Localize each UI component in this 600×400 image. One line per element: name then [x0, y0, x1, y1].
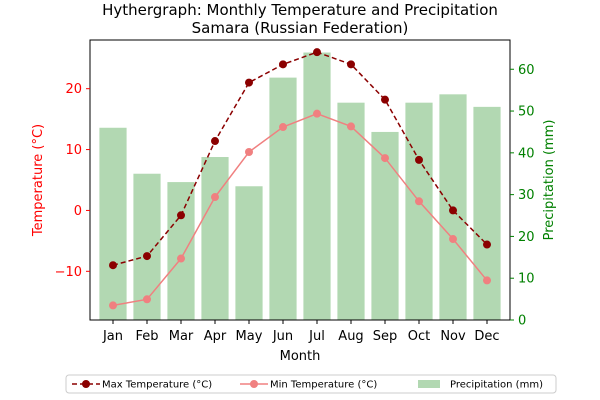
max-temp-point [177, 211, 185, 220]
x-tick-label: Dec [474, 329, 499, 344]
max-temp-point [347, 60, 355, 69]
precipitation-bar [99, 127, 127, 320]
precipitation-bar [167, 182, 195, 320]
min-temp-point [279, 123, 287, 132]
x-tick-label: Apr [204, 329, 227, 344]
precipitation-bar [269, 77, 297, 320]
precipitation-bar [337, 102, 365, 320]
y-right-tick-label: 20 [518, 230, 535, 245]
x-tick-label: Mar [169, 329, 194, 344]
min-temp-point [381, 154, 389, 163]
max-temp-point [143, 252, 151, 261]
min-temp-point [177, 254, 185, 263]
max-temp-point [279, 60, 287, 69]
precipitation-bar [303, 52, 331, 320]
max-temp-point [449, 206, 457, 215]
plot-frame [89, 39, 511, 321]
min-temp-point [347, 122, 355, 131]
precipitation-bars [99, 52, 501, 321]
y-left-tick-label: 0 [74, 204, 82, 219]
min-temp-point [211, 193, 219, 202]
y-right-tick-label: 50 [518, 105, 535, 120]
precipitation-bar [371, 131, 399, 320]
x-tick-label: Jul [308, 329, 325, 344]
y-left-tick-label: 20 [65, 82, 82, 97]
y-right-tick-label: 30 [518, 188, 535, 203]
precipitation-bar [201, 157, 229, 320]
legend-label: Precipitation (mm) [450, 380, 543, 391]
x-tick-label: Jan [102, 329, 123, 344]
x-tick-label: Sep [373, 329, 398, 344]
legend-marker [250, 380, 258, 388]
temperature-lines [109, 48, 491, 310]
y-left-tick-label: 10 [65, 143, 82, 158]
x-tick-label: Nov [440, 329, 466, 344]
legend-marker [82, 380, 90, 388]
max-temp-point [109, 261, 117, 270]
y-right-tick-label: 0 [518, 314, 526, 329]
x-tick-label: Feb [135, 329, 158, 344]
min-temp-point [143, 295, 151, 304]
max-temp-point [313, 48, 321, 57]
x-axis-label: Month [280, 349, 321, 364]
max-temp-line [112, 51, 488, 266]
max-temp-point [415, 155, 423, 164]
x-tick-label: Oct [408, 329, 430, 344]
y-right-tick-label: 10 [518, 272, 535, 287]
chart-title: Hythergraph: Monthly Temperature and Pre… [102, 1, 498, 19]
max-temp-point [211, 137, 219, 146]
chart-subtitle: Samara (Russian Federation) [192, 19, 409, 37]
x-tick-label: Aug [338, 329, 363, 344]
y-axis-left-label: Temperature (°C) [31, 124, 46, 237]
axes: Jan Feb Mar Apr May Jun Jul Aug Sep Oct Nov Dec −10 0… [55, 63, 535, 344]
x-tick-label: May [236, 329, 263, 344]
legend-frame [65, 374, 557, 394]
x-tick-label: Jun [272, 329, 293, 344]
y-right-tick-label: 60 [518, 63, 535, 78]
min-temp-line [112, 112, 488, 307]
min-temp-point [415, 197, 423, 206]
precipitation-bar [473, 106, 501, 321]
legend-label: Max Temperature (°C) [102, 380, 212, 391]
legend-label: Min Temperature (°C) [270, 380, 377, 391]
legend: Max Temperature (°C) Min Temperature (°C)… [65, 374, 557, 394]
y-left-tick-label: −10 [55, 265, 82, 280]
min-temp-point [245, 148, 253, 156]
legend-bar-swatch [418, 380, 440, 388]
max-temp-point [483, 240, 491, 249]
min-temp-point [109, 301, 117, 310]
min-temp-point [313, 109, 321, 118]
min-temp-point [449, 235, 457, 244]
y-axis-right-label: Precipitation (mm) [542, 120, 557, 241]
max-temp-point [245, 78, 253, 87]
precipitation-bar [235, 186, 263, 320]
max-temp-point [381, 95, 389, 104]
y-right-tick-label: 40 [518, 146, 535, 161]
min-temp-point [483, 276, 491, 285]
